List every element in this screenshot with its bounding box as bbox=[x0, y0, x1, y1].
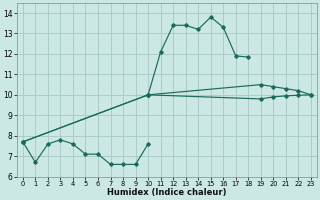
X-axis label: Humidex (Indice chaleur): Humidex (Indice chaleur) bbox=[107, 188, 227, 197]
